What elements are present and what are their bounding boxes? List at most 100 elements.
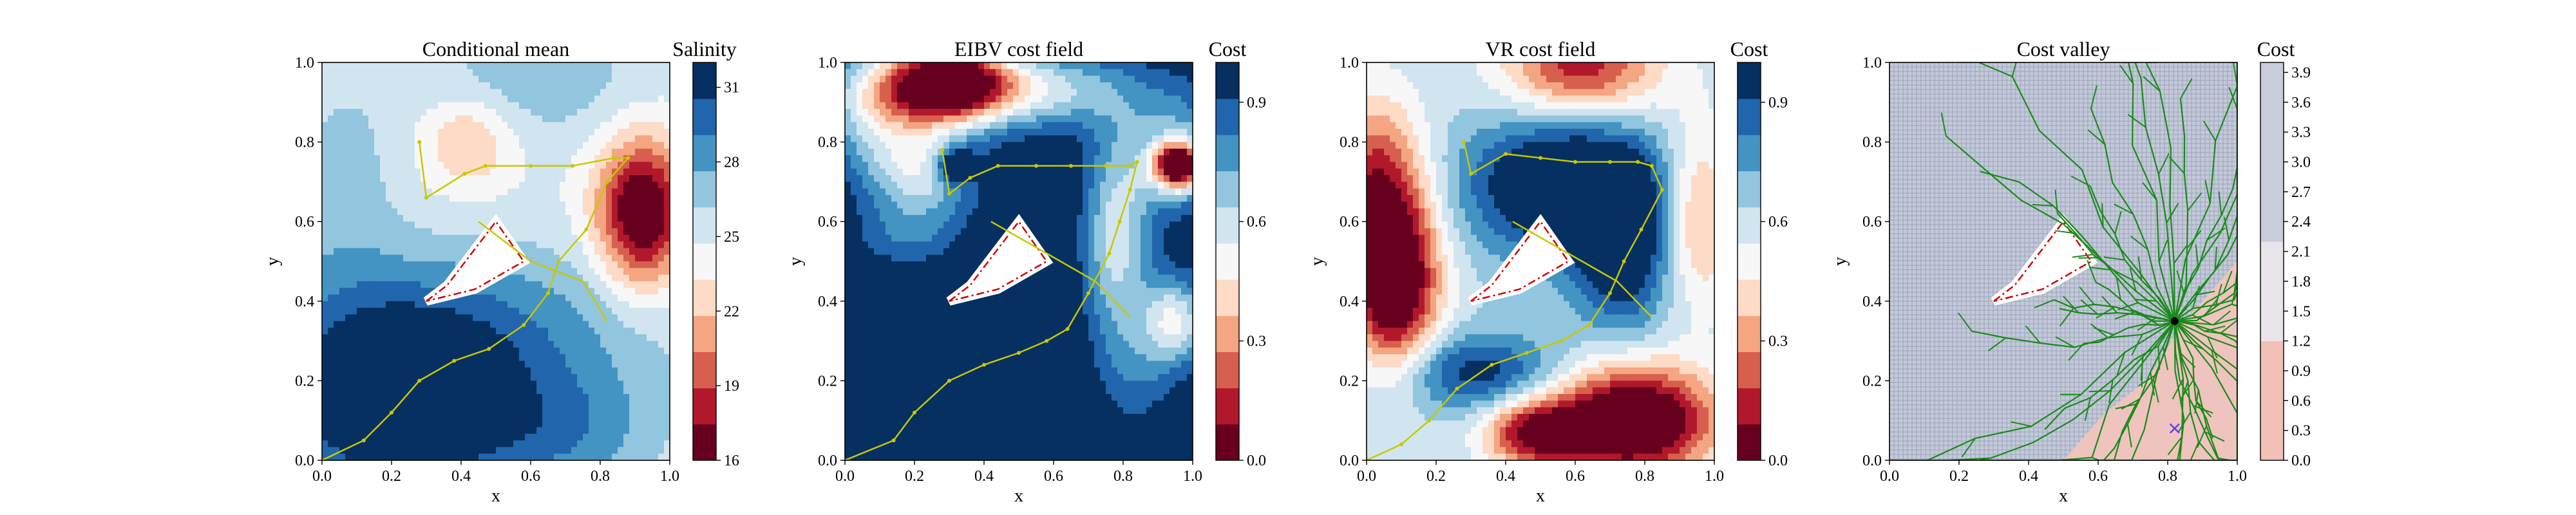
heatmap-cell [589,95,595,103]
heatmap-cell [600,288,607,295]
heatmap-cell [409,89,415,97]
heatmap-cell [606,109,612,116]
heatmap-cell [635,347,641,355]
heatmap-cell [1042,155,1048,163]
heatmap-cell [461,314,468,322]
heatmap-cell [415,248,421,256]
heatmap-cell [1059,195,1066,202]
heatmap-cell [386,188,392,196]
heatmap-cell [363,195,369,202]
heatmap-cell [513,433,520,441]
heatmap-cell [612,308,618,315]
heatmap-cell [438,334,444,342]
heatmap-cell [461,89,468,97]
heatmap-cell [380,268,386,276]
heatmap-cell [990,95,996,103]
heatmap-cell [496,433,502,441]
heatmap-cell [542,321,549,328]
heatmap-cell [403,175,410,182]
heatmap-cell [949,102,956,109]
heatmap-cell [351,102,357,109]
heatmap-cell [345,360,352,368]
heatmap-cell [542,109,549,116]
heatmap-cell [525,69,531,77]
heatmap-cell [386,427,392,435]
heatmap-cell [432,201,439,209]
heatmap-cell [623,62,630,70]
heatmap-cell [897,82,904,89]
heatmap-cell [658,155,665,163]
heatmap-cell [623,168,630,176]
heatmap-cell [612,95,618,103]
heatmap-cell [548,115,554,123]
heatmap-cell [519,155,526,163]
heatmap-cell [461,69,468,77]
heatmap-cell [513,148,520,156]
heatmap-cell [996,201,1002,209]
heatmap-cell [886,182,892,189]
heatmap-cell [484,214,491,222]
heatmap-cell [507,328,514,335]
heatmap-cell [531,188,537,196]
heatmap-cell [972,75,979,83]
heatmap-cell [612,407,618,415]
heatmap-cell [623,75,630,83]
heatmap-cell [1141,109,1147,116]
heatmap-cell [432,142,439,149]
heatmap-cell [507,155,514,163]
heatmap-cell [886,102,892,109]
heatmap-cell [600,155,607,163]
heatmap-cell [386,115,392,123]
heatmap-cell [548,129,554,136]
heatmap-cell [334,95,340,103]
heatmap-cell [594,115,601,123]
heatmap-cell [571,254,578,262]
heatmap-cell [600,69,607,77]
heatmap-cell [612,135,618,143]
heatmap-cell [351,254,357,262]
heatmap-cell [478,314,485,322]
heatmap-cell [415,447,421,454]
heatmap-cell [1164,129,1170,136]
heatmap-cell [874,122,880,129]
heatmap-cell [1175,109,1182,116]
heatmap-cell [1146,188,1153,196]
heatmap-cell [1181,82,1188,89]
heatmap-cell [647,301,653,308]
heatmap-cell [1181,109,1188,116]
heatmap-cell [1152,115,1159,123]
heatmap-cell [444,374,450,381]
heatmap-cell [652,301,659,308]
heatmap-cell [583,427,589,435]
heatmap-cell [455,129,462,136]
heatmap-cell [629,314,636,322]
heatmap-cell [577,354,583,362]
heatmap-cell [351,281,357,288]
trajectory-point [361,438,366,443]
heatmap-cell [415,142,421,149]
heatmap-cell [1152,129,1159,136]
heatmap-cell [357,129,363,136]
heatmap-cell [357,288,363,295]
heatmap-cell [525,453,531,460]
heatmap-cell [380,433,386,441]
heatmap-cell [531,155,537,163]
heatmap-cell [652,201,659,209]
heatmap-cell [478,301,485,308]
heatmap-cell [618,308,624,315]
heatmap-cell [629,148,636,156]
heatmap-cell [542,301,549,308]
heatmap-cell [1071,109,1077,116]
heatmap-cell [374,321,381,328]
heatmap-cell [1129,142,1135,149]
heatmap-cell [334,334,340,342]
heatmap-cell [1100,142,1106,149]
heatmap-cell [961,75,967,83]
heatmap-cell [589,301,595,308]
heatmap-cell [1065,188,1072,196]
heatmap-cell [1175,195,1182,202]
heatmap-cell [478,162,485,169]
heatmap-cell [392,175,398,182]
heatmap-cell [984,122,990,129]
heatmap-cell [455,182,462,189]
